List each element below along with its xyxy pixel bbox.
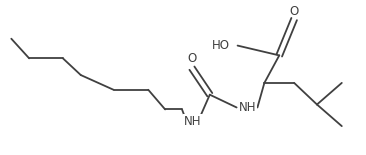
Text: NH: NH — [239, 101, 256, 114]
Text: HO: HO — [212, 39, 229, 52]
Text: O: O — [290, 5, 299, 18]
Text: NH: NH — [184, 115, 202, 128]
Text: O: O — [187, 52, 197, 65]
